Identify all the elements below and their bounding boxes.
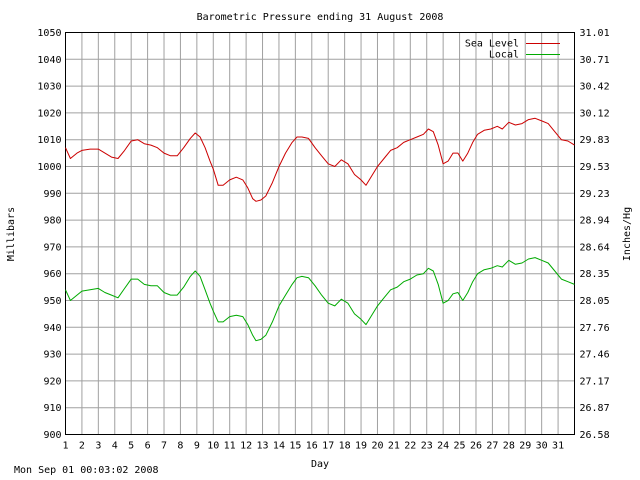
x-tick-label: 30 <box>536 441 548 452</box>
y-tick-label: 1000 <box>37 162 61 173</box>
x-axis-days: 1 2 3 4 5 6 7 8 9 10 11 12 13 14 15 16 17 18 19 20 21 22 23 24 2… <box>62 441 564 452</box>
y-tick-label: 990 <box>43 189 61 200</box>
y2-tick-label: 31.01 <box>580 28 610 39</box>
y-tick-label: 1020 <box>37 108 61 119</box>
series-line-sea-level <box>65 117 575 202</box>
x-tick-label: 15 <box>289 441 301 452</box>
y2-tick-label: 29.23 <box>580 189 610 200</box>
y-tick-label: 980 <box>43 216 61 227</box>
y2-tick-label: 30.42 <box>580 82 610 93</box>
legend-label: Local <box>489 50 519 61</box>
y-tick-label: 920 <box>43 376 61 387</box>
x-tick-label: 19 <box>355 441 367 452</box>
timestamp-footer: Mon Sep 01 00:03:02 2008 <box>14 465 159 476</box>
legend-label: Sea Level <box>465 39 519 50</box>
x-tick-label: 25 <box>454 441 466 452</box>
x-tick-label: 22 <box>404 441 416 452</box>
y2-tick-label: 28.35 <box>580 269 610 280</box>
x-tick-label: 18 <box>339 441 351 452</box>
y2-tick-label: 30.12 <box>580 108 610 119</box>
y2-tick-label: 29.83 <box>580 135 610 146</box>
y2-tick-label: 26.87 <box>580 403 610 414</box>
x-tick-label: 12 <box>240 441 252 452</box>
x-tick-label: 6 <box>145 441 151 452</box>
y-tick-label: 970 <box>43 242 61 253</box>
y2-tick-label: 27.76 <box>580 323 610 334</box>
x-tick-label: 9 <box>194 441 200 452</box>
x-tick-label: 2 <box>79 441 85 452</box>
y-tick-label: 940 <box>43 323 61 334</box>
y-tick-label: 1050 <box>37 28 61 39</box>
y2-tick-label: 27.46 <box>580 350 610 361</box>
x-tick-label: 24 <box>437 441 449 452</box>
y2-tick-label: 29.53 <box>580 162 610 173</box>
y-tick-label: 960 <box>43 269 61 280</box>
y2-tick-label: 28.94 <box>580 216 610 227</box>
y-tick-label: 1030 <box>37 82 61 93</box>
y2-tick-label: 26.58 <box>580 430 610 441</box>
y-axis-millibars: 900 910 920 930 940 950 960 970 980 990 1000 1010 10… <box>37 28 61 441</box>
chart-title: Barometric Pressure ending 31 August 200… <box>197 12 444 23</box>
x-tick-label: 1 <box>62 441 68 452</box>
x-tick-label: 17 <box>322 441 334 452</box>
x-tick-label: 7 <box>161 441 167 452</box>
y-tick-label: 950 <box>43 296 61 307</box>
x-tick-label: 29 <box>519 441 531 452</box>
y2-axis-label: Inches/Hg <box>622 207 633 261</box>
y-tick-label: 910 <box>43 403 61 414</box>
x-tick-label: 26 <box>470 441 482 452</box>
plot-frame <box>65 32 575 435</box>
x-tick-label: 14 <box>273 441 285 452</box>
y-axis-label: Millibars <box>6 207 17 261</box>
grid-lines <box>65 32 575 435</box>
x-axis-label: Day <box>311 459 329 470</box>
y-axis-inches: 26.58 26.87 27.17 27.46 27.76 28.05 28.35 28.64… <box>580 28 610 441</box>
x-tick-label: 3 <box>95 441 101 452</box>
x-tick-label: 13 <box>257 441 269 452</box>
y-tick-label: 1040 <box>37 55 61 66</box>
x-tick-label: 10 <box>207 441 219 452</box>
y-tick-label: 900 <box>43 430 61 441</box>
x-tick-label: 20 <box>371 441 383 452</box>
x-tick-label: 28 <box>503 441 515 452</box>
x-tick-label: 16 <box>306 441 318 452</box>
x-tick-label: 11 <box>224 441 236 452</box>
y2-tick-label: 27.17 <box>580 376 610 387</box>
y2-tick-label: 28.05 <box>580 296 610 307</box>
y2-tick-label: 28.64 <box>580 242 610 253</box>
x-tick-label: 31 <box>552 441 564 452</box>
x-tick-label: 5 <box>128 441 134 452</box>
x-tick-label: 21 <box>388 441 400 452</box>
x-tick-label: 4 <box>112 441 118 452</box>
y2-tick-label: 30.71 <box>580 55 610 66</box>
x-tick-label: 8 <box>177 441 183 452</box>
series-line-local <box>65 257 575 342</box>
x-tick-label: 27 <box>486 441 498 452</box>
y-tick-label: 1010 <box>37 135 61 146</box>
y-tick-label: 930 <box>43 350 61 361</box>
series-lines <box>65 117 575 342</box>
x-tick-label: 23 <box>421 441 433 452</box>
